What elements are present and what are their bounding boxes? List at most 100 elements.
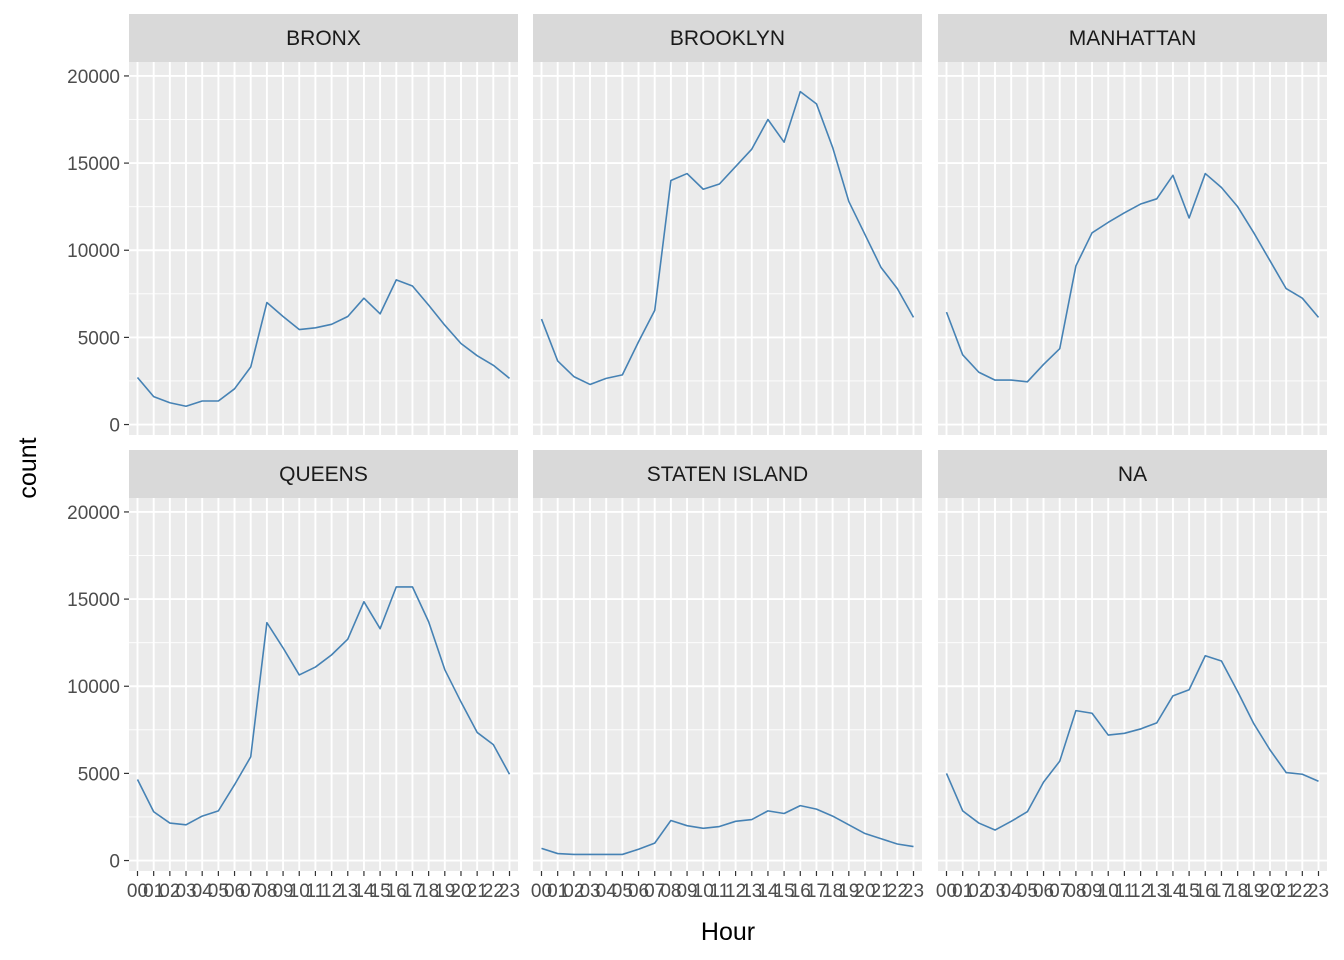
facet-strip <box>129 14 518 62</box>
x-tick-label: 09 <box>676 881 697 902</box>
x-tick-label: 20 <box>854 881 875 902</box>
x-tick-label: 23 <box>499 881 520 902</box>
x-tick-label: 03 <box>175 881 196 902</box>
panel-background <box>533 62 922 435</box>
x-tick-label: 23 <box>903 881 924 902</box>
x-tick-label: 08 <box>660 881 681 902</box>
x-tick-label: 22 <box>887 881 908 902</box>
y-tick-label: 0 <box>109 416 120 437</box>
x-tick-label: 04 <box>1001 881 1023 902</box>
x-tick-label: 01 <box>143 881 164 902</box>
x-tick-label: 19 <box>838 881 859 902</box>
facet-strip <box>938 450 1327 498</box>
x-tick-label: 21 <box>467 881 488 902</box>
x-tick-label: 20 <box>450 881 471 902</box>
x-tick-label: 15 <box>370 881 391 902</box>
x-tick-label: 18 <box>1227 881 1248 902</box>
y-tick-label: 10000 <box>67 241 120 262</box>
x-tick-label: 17 <box>806 881 827 902</box>
x-tick-label: 06 <box>628 881 649 902</box>
panel-background <box>129 62 518 435</box>
facet-strip <box>938 14 1327 62</box>
x-tick-label: 09 <box>272 881 293 902</box>
x-tick-label: 02 <box>563 881 584 902</box>
x-tick-label: 20 <box>1259 881 1280 902</box>
x-tick-label: 07 <box>240 881 261 902</box>
x-tick-label: 07 <box>1049 881 1070 902</box>
x-tick-label: 06 <box>224 881 245 902</box>
panel-background <box>533 498 922 871</box>
facet-strip-label: BROOKLYN <box>670 27 785 50</box>
x-tick-label: 07 <box>644 881 665 902</box>
x-tick-label: 13 <box>1146 881 1167 902</box>
y-tick-label: 10000 <box>67 677 120 698</box>
x-tick-label: 18 <box>418 881 439 902</box>
series-line <box>945 654 1319 831</box>
facet-strip <box>533 450 922 498</box>
panel-background <box>129 498 518 871</box>
x-tick-label: 03 <box>984 881 1005 902</box>
y-tick-label: 15000 <box>67 154 120 175</box>
x-tick-label: 13 <box>337 881 358 902</box>
panel-background <box>938 498 1327 871</box>
x-tick-label: 10 <box>289 881 310 902</box>
x-tick-label: 08 <box>256 881 277 902</box>
facet-panel: STATEN ISLAND000102030405060708091011121… <box>531 450 924 902</box>
y-tick-label: 5000 <box>78 764 120 785</box>
y-tick-label: 0 <box>109 852 120 873</box>
x-tick-label: 16 <box>790 881 811 902</box>
x-tick-label: 08 <box>1065 881 1086 902</box>
y-tick-label: 20000 <box>67 67 120 88</box>
series-line <box>136 279 511 408</box>
x-axis-title: Hour <box>701 918 755 946</box>
x-tick-label: 18 <box>822 881 843 902</box>
x-tick-label: 21 <box>871 881 892 902</box>
series-line <box>136 586 511 826</box>
x-tick-label: 12 <box>725 881 746 902</box>
panel-background <box>938 62 1327 435</box>
x-tick-label: 16 <box>1195 881 1216 902</box>
x-tick-label: 02 <box>968 881 989 902</box>
x-tick-label: 11 <box>1115 881 1135 902</box>
facet-strip-label: STATEN ISLAND <box>647 463 808 486</box>
x-tick-label: 22 <box>1292 881 1313 902</box>
x-tick-label: 10 <box>1098 881 1119 902</box>
x-tick-label: 13 <box>741 881 762 902</box>
x-tick-label: 05 <box>612 881 633 902</box>
x-tick-label: 21 <box>1276 881 1297 902</box>
series-line <box>945 172 1320 383</box>
x-tick-label: 01 <box>547 881 568 902</box>
x-tick-label: 00 <box>936 881 957 902</box>
x-tick-label: 04 <box>596 881 618 902</box>
y-tick-label: 20000 <box>67 503 120 524</box>
x-tick-label: 17 <box>1211 881 1232 902</box>
x-tick-label: 03 <box>579 881 600 902</box>
x-tick-label: 04 <box>192 881 214 902</box>
x-tick-label: 19 <box>434 881 455 902</box>
facet-strip <box>129 450 518 498</box>
x-tick-label: 06 <box>1033 881 1054 902</box>
facet-panel: BRONX 0 5000 10000 15000 20000 <box>67 14 518 437</box>
x-tick-label: 02 <box>159 881 180 902</box>
x-tick-label: 05 <box>208 881 229 902</box>
y-tick-label: 5000 <box>78 328 120 349</box>
x-tick-label: 23 <box>1308 881 1329 902</box>
x-tick-label: 01 <box>952 881 973 902</box>
facet-strip-label: NA <box>1118 463 1147 486</box>
facet-strip-label: MANHATTAN <box>1069 27 1197 50</box>
x-tick-label: 19 <box>1243 881 1264 902</box>
x-tick-label: 15 <box>774 881 795 902</box>
facet-panel: BROOKLYN <box>533 14 922 435</box>
x-tick-label: 11 <box>306 881 326 902</box>
x-tick-label: 05 <box>1017 881 1038 902</box>
facet-strip <box>533 14 922 62</box>
x-tick-label: 22 <box>483 881 504 902</box>
x-tick-label: 09 <box>1081 881 1102 902</box>
x-tick-label: 11 <box>710 881 730 902</box>
x-tick-label: 00 <box>531 881 552 902</box>
facet-strip-label: BRONX <box>286 27 361 50</box>
facet-panel: MANHATTAN <box>938 14 1327 435</box>
x-tick-label: 14 <box>757 881 779 902</box>
